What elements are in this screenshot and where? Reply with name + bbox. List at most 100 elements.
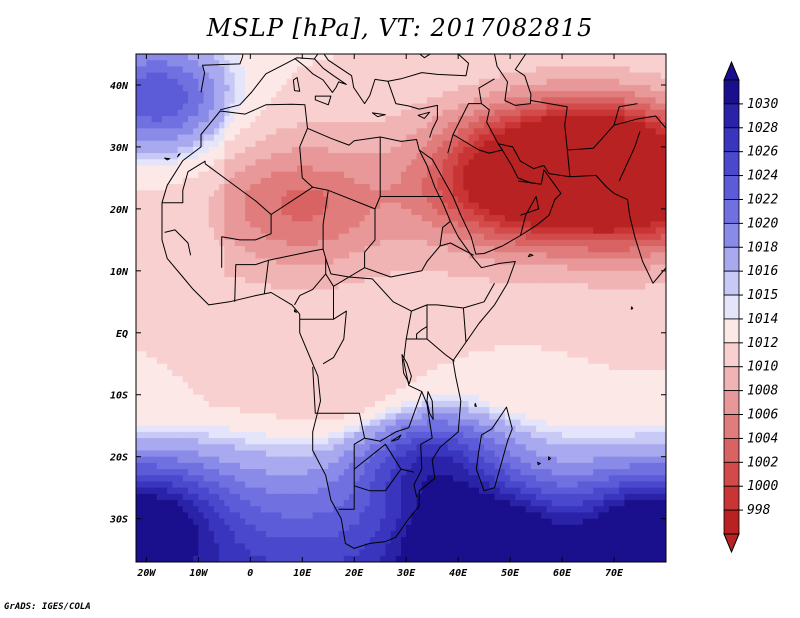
field-cell xyxy=(655,320,662,328)
field-cell xyxy=(297,103,303,111)
field-cell xyxy=(302,97,309,105)
field-cell xyxy=(369,301,376,309)
field-cell xyxy=(229,320,236,328)
field-cell xyxy=(307,177,314,185)
field-cell xyxy=(577,301,584,309)
field-cell xyxy=(510,54,516,61)
field-cell xyxy=(193,215,199,222)
field-cell xyxy=(473,295,480,303)
field-cell xyxy=(151,115,158,123)
field-cell xyxy=(655,314,662,321)
field-cell xyxy=(369,84,376,92)
field-cell xyxy=(182,66,189,74)
field-cell xyxy=(484,122,490,129)
field-cell xyxy=(426,338,433,346)
field-cell xyxy=(291,196,298,204)
field-cell xyxy=(250,78,257,86)
field-cell xyxy=(432,283,438,291)
field-cell xyxy=(541,165,548,173)
field-cell xyxy=(255,283,262,291)
field-cell xyxy=(364,208,371,216)
field-cell xyxy=(629,184,636,191)
field-cell xyxy=(463,66,470,74)
field-cell xyxy=(234,264,241,272)
field-cell xyxy=(619,146,626,154)
field-cell xyxy=(640,54,646,61)
field-cell xyxy=(208,109,215,117)
field-cell xyxy=(515,326,522,334)
field-cell xyxy=(593,66,600,74)
field-cell xyxy=(271,115,277,123)
field-cell xyxy=(614,208,620,216)
field-cell xyxy=(177,308,184,315)
field-cell xyxy=(556,239,563,247)
field-cell xyxy=(390,252,397,260)
field-cell xyxy=(172,345,179,352)
field-cell xyxy=(452,66,459,74)
field-cell xyxy=(208,159,215,167)
field-cell xyxy=(375,283,381,291)
field-cell xyxy=(141,270,147,278)
field-cell xyxy=(208,208,215,216)
field-cell xyxy=(349,159,355,167)
field-cell xyxy=(395,332,402,340)
field-cell xyxy=(167,66,173,74)
field-cell xyxy=(556,233,563,241)
field-cell xyxy=(229,91,236,98)
field-cell xyxy=(546,140,553,148)
field-cell xyxy=(442,97,449,105)
field-cell xyxy=(395,128,402,136)
field-cell xyxy=(229,177,236,185)
field-cell xyxy=(421,295,428,303)
field-cell xyxy=(624,153,631,160)
field-cell xyxy=(546,320,553,328)
field-cell xyxy=(390,264,397,272)
field-cell xyxy=(245,233,251,241)
field-cell xyxy=(167,338,173,346)
field-cell xyxy=(510,84,516,92)
field-cell xyxy=(333,258,340,266)
field-cell xyxy=(281,165,288,173)
field-cell xyxy=(328,72,335,80)
field-cell xyxy=(525,326,532,334)
field-cell xyxy=(317,202,324,210)
field-cell xyxy=(452,190,459,198)
field-cell xyxy=(307,239,314,247)
field-cell xyxy=(260,252,267,260)
field-cell xyxy=(343,233,350,241)
field-cell xyxy=(650,196,657,204)
field-cell xyxy=(250,122,257,129)
field-cell xyxy=(260,338,267,346)
field-cell xyxy=(323,165,329,173)
field-cell xyxy=(234,283,241,291)
field-cell xyxy=(624,165,631,173)
field-cell xyxy=(520,332,527,340)
field-cell xyxy=(504,326,511,334)
field-cell xyxy=(551,345,558,352)
field-cell xyxy=(239,246,246,253)
field-cell xyxy=(567,270,574,278)
field-cell xyxy=(411,134,418,142)
field-cell xyxy=(317,115,324,123)
field-cell xyxy=(619,239,626,247)
field-cell xyxy=(458,97,464,105)
field-cell xyxy=(401,227,407,235)
field-cell xyxy=(234,233,241,241)
field-cell xyxy=(349,239,355,247)
field-cell xyxy=(276,122,283,129)
field-cell xyxy=(650,84,657,92)
field-cell xyxy=(177,66,184,74)
field-cell xyxy=(499,283,506,291)
field-cell xyxy=(307,190,314,198)
field-cell xyxy=(619,97,626,105)
field-cell xyxy=(582,326,589,334)
field-cell xyxy=(551,84,558,92)
field-cell xyxy=(375,140,381,148)
field-cell xyxy=(234,239,241,247)
field-cell xyxy=(375,239,381,247)
field-cell xyxy=(442,103,449,111)
field-cell xyxy=(213,320,220,328)
field-cell xyxy=(494,159,501,167)
field-cell xyxy=(520,165,527,173)
field-cell xyxy=(484,221,490,229)
